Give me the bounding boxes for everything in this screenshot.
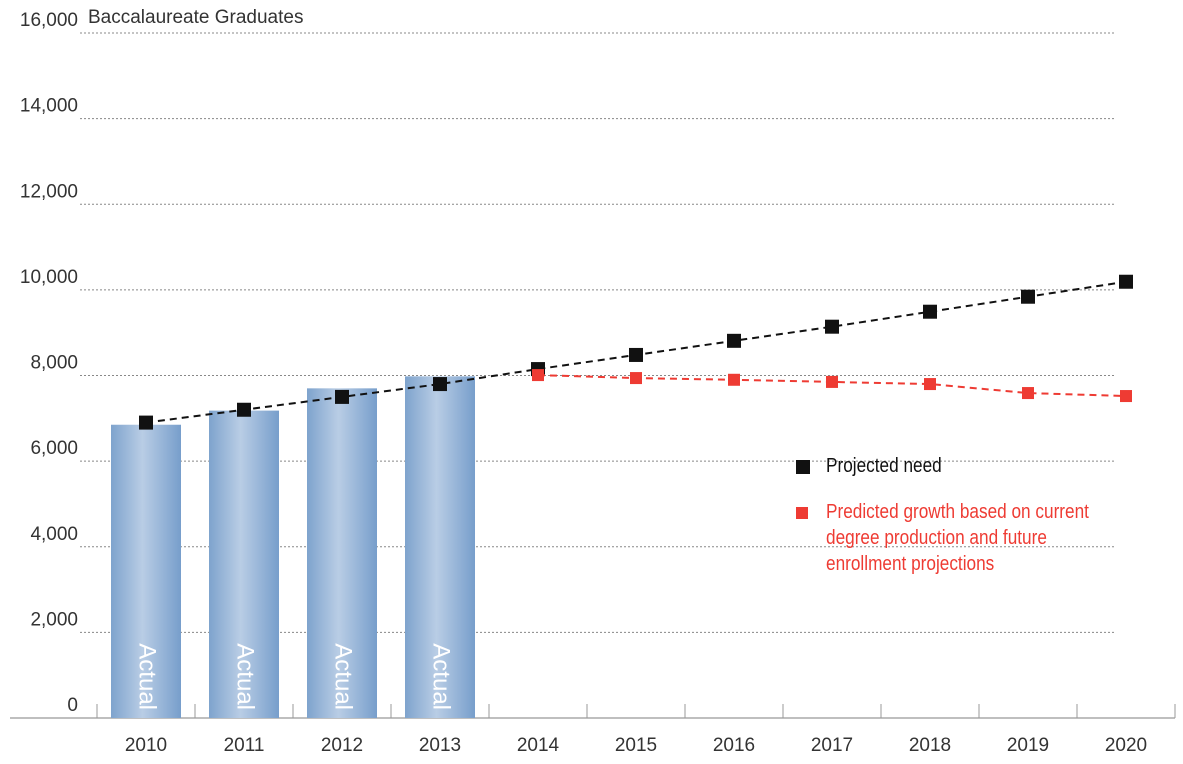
- y-tick-label: 2,000: [30, 609, 78, 630]
- y-tick-label: 4,000: [30, 524, 78, 545]
- bar-label: Actual: [134, 643, 161, 710]
- legend-marker: [796, 507, 808, 519]
- x-tick-label: 2019: [1007, 735, 1049, 756]
- marker: [629, 347, 643, 362]
- legend-marker: [796, 460, 810, 474]
- y-tick-label: 16,000: [20, 10, 78, 31]
- x-tick-label: 2013: [419, 735, 461, 756]
- marker: [826, 375, 838, 388]
- marker: [532, 369, 544, 382]
- bar-label: Actual: [330, 643, 357, 710]
- legend-label: Predicted growth based on current degree…: [826, 501, 1089, 575]
- marker: [923, 304, 937, 319]
- marker: [237, 402, 251, 417]
- marker: [825, 319, 839, 334]
- bar: [307, 388, 377, 718]
- x-tick-label: 2020: [1105, 735, 1147, 756]
- legend-label: Projected need: [826, 455, 942, 477]
- marker: [1120, 390, 1132, 403]
- bar: [209, 410, 279, 718]
- y-tick-label: 0: [67, 695, 78, 716]
- x-tick-label: 2017: [811, 735, 853, 756]
- x-tick-label: 2014: [517, 735, 560, 756]
- x-tick-label: 2015: [615, 735, 657, 756]
- x-tick-label: 2010: [125, 735, 167, 756]
- x-tick-label: 2016: [713, 735, 755, 756]
- bar-label: Actual: [428, 643, 455, 710]
- y-tick-label: 6,000: [30, 438, 78, 459]
- marker: [630, 372, 642, 385]
- marker: [1022, 387, 1034, 400]
- marker: [433, 377, 447, 392]
- marker: [728, 373, 740, 386]
- x-tick-label: 2011: [224, 735, 265, 756]
- y-tick-label: 14,000: [20, 96, 78, 117]
- y-tick-label: 8,000: [30, 353, 78, 374]
- x-tick-label: 2012: [321, 735, 363, 756]
- marker: [924, 378, 936, 391]
- chart-title: Baccalaureate Graduates: [88, 7, 303, 28]
- marker: [1021, 289, 1035, 304]
- marker: [1119, 274, 1133, 289]
- marker: [335, 389, 349, 404]
- x-tick-label: 2018: [909, 735, 951, 756]
- y-tick-label: 12,000: [20, 181, 78, 202]
- y-tick-label: 10,000: [20, 267, 78, 288]
- marker: [727, 333, 741, 348]
- bar-label: Actual: [232, 643, 259, 710]
- bar: [111, 424, 181, 718]
- marker: [139, 415, 153, 430]
- bar: [405, 376, 475, 718]
